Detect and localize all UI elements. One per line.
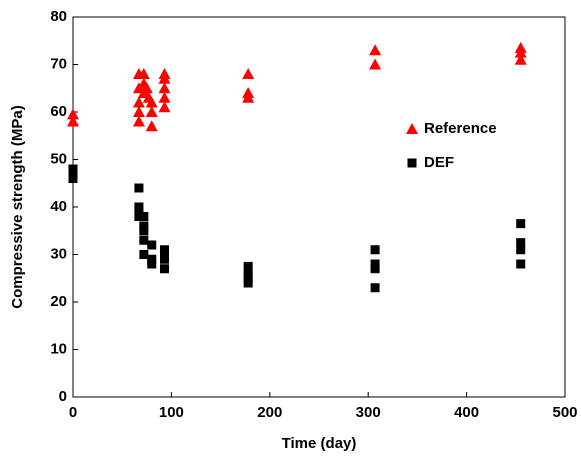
y-axis-label: Compressive strength (MPa) — [9, 105, 26, 308]
legend-label: Reference — [424, 120, 497, 137]
square-marker — [134, 212, 144, 221]
square-marker — [160, 245, 170, 255]
y-tick-label: 70 — [50, 55, 67, 72]
triangle-marker — [67, 115, 79, 127]
x-tick-label: 500 — [552, 404, 577, 421]
square-marker — [139, 221, 149, 231]
square-marker — [370, 245, 380, 255]
triangle-marker — [158, 82, 171, 94]
square-marker — [134, 202, 144, 212]
y-tick-label: 0 — [59, 388, 67, 405]
square-marker — [516, 219, 526, 229]
square-marker — [147, 240, 157, 250]
triangle-marker — [242, 68, 255, 79]
square-marker — [139, 212, 149, 221]
x-tick-label: 0 — [69, 404, 77, 421]
square-marker — [160, 254, 170, 264]
x-tick-label: 100 — [159, 404, 184, 421]
x-tick-label: 300 — [356, 404, 381, 421]
square-marker — [370, 259, 380, 269]
y-tick-label: 80 — [50, 8, 67, 25]
square-marker — [68, 164, 78, 174]
square-marker — [147, 259, 157, 269]
square-marker — [68, 174, 78, 183]
square-marker — [516, 259, 526, 269]
triangle-marker — [369, 58, 382, 70]
legend-label: DEF — [424, 154, 454, 171]
triangle-marker — [158, 72, 171, 84]
square-marker — [243, 273, 253, 283]
square-marker — [160, 250, 170, 259]
y-tick-label: 20 — [50, 293, 67, 310]
triangle-marker — [242, 91, 255, 103]
square-marker — [370, 264, 380, 274]
square-marker — [68, 169, 78, 179]
y-tick-label: 10 — [50, 340, 67, 357]
square-marker — [134, 207, 144, 217]
x-axis-label: Time (day) — [282, 435, 357, 452]
x-tick-label: 200 — [257, 404, 282, 421]
square-marker — [139, 250, 149, 259]
triangle-marker — [369, 44, 382, 56]
square-marker — [370, 283, 380, 293]
triangle-marker — [132, 96, 145, 108]
triangle-marker — [132, 106, 145, 117]
square-marker — [243, 278, 253, 288]
y-tick-label: 40 — [50, 198, 67, 215]
y-tick-label: 30 — [50, 245, 67, 262]
square-marker — [516, 238, 526, 248]
triangle-marker — [158, 101, 171, 113]
triangle-marker — [67, 108, 79, 120]
square-marker — [147, 254, 157, 264]
triangle-marker — [132, 115, 145, 127]
triangle-marker — [514, 46, 527, 58]
square-marker — [139, 235, 149, 245]
square-marker — [243, 261, 253, 271]
triangle-marker — [514, 53, 527, 65]
square-marker — [243, 269, 253, 278]
triangle-marker — [137, 68, 150, 79]
square-marker — [407, 158, 417, 168]
square-marker — [160, 264, 170, 274]
square-marker — [134, 183, 144, 193]
y-tick-label: 50 — [50, 150, 67, 167]
square-marker — [139, 226, 149, 236]
triangle-marker — [145, 120, 158, 132]
triangle-marker — [406, 123, 418, 134]
x-tick-label: 400 — [454, 404, 479, 421]
y-tick-label: 60 — [50, 103, 67, 120]
square-marker — [516, 245, 526, 255]
triangle-marker — [140, 82, 153, 94]
triangle-marker — [145, 106, 158, 117]
triangle-marker — [158, 91, 171, 103]
triangle-marker — [145, 96, 158, 108]
